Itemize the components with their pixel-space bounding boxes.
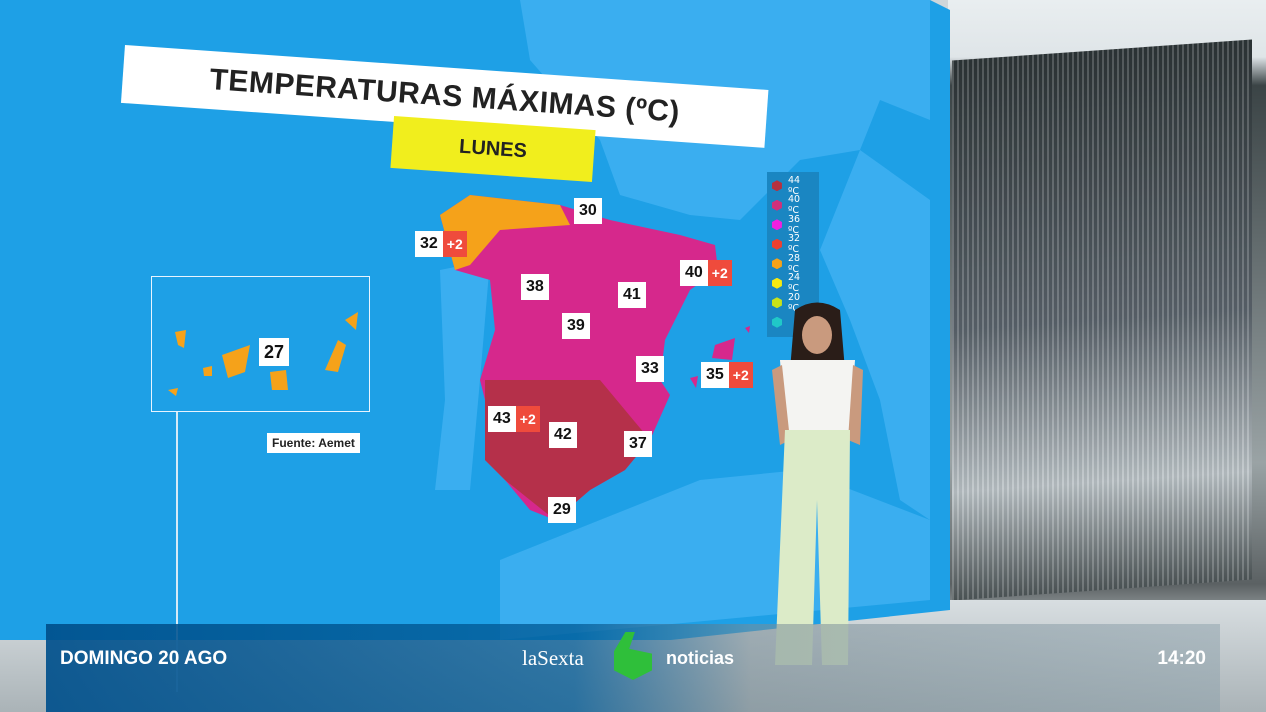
temp-label: 43 +2	[488, 406, 540, 432]
temp-delta: +2	[442, 231, 467, 257]
news-ticker-bar: DOMINGO 20 AGO laSexta noticias 14:20	[46, 624, 1220, 712]
fountain-video-wall	[952, 39, 1252, 601]
temp-label: 41	[618, 282, 646, 308]
source-label: Fuente: Aemet	[267, 433, 360, 453]
temp-label: 27	[259, 338, 290, 366]
hexagon-icon	[772, 199, 782, 211]
lasexta-six-logo-icon	[614, 632, 652, 680]
clock-time: 14:20	[1157, 648, 1206, 669]
legend-item: 20 ºC	[772, 292, 814, 314]
legend-item: 44 ºC	[772, 175, 814, 197]
legend-item: 28 ºC	[772, 253, 814, 275]
balearic-islands	[690, 326, 750, 388]
hexagon-icon	[772, 219, 782, 231]
temp-label: 35 +2	[701, 362, 753, 388]
temp-label: 30	[574, 198, 602, 224]
hexagon-icon	[772, 180, 782, 192]
temp-delta: +2	[728, 362, 753, 388]
legend-item	[772, 313, 814, 333]
temp-label: 33	[636, 356, 664, 382]
temp-delta: +2	[707, 260, 732, 286]
temp-label: 38	[521, 274, 549, 300]
temp-delta: +2	[515, 406, 540, 432]
temp-label: 40 +2	[680, 260, 732, 286]
hexagon-icon	[772, 297, 782, 309]
temp-label: 29	[548, 497, 576, 523]
hexagon-icon	[772, 316, 782, 328]
inset-divider	[176, 412, 178, 692]
legend-item: 24 ºC	[772, 272, 814, 294]
portugal-land	[435, 260, 490, 490]
presenter	[772, 302, 863, 665]
hexagon-icon	[772, 277, 782, 289]
hexagon-icon	[772, 238, 782, 250]
legend-item: 32 ºC	[772, 233, 814, 255]
temp-label: 32 +2	[415, 231, 467, 257]
date-label: DOMINGO 20 AGO	[60, 648, 228, 669]
channel-logo-text: laSexta	[522, 646, 584, 670]
temp-label: 42	[549, 422, 577, 448]
legend-item: 40 ºC	[772, 194, 814, 216]
program-name: noticias	[666, 648, 735, 668]
temp-label: 39	[562, 313, 590, 339]
legend-item: 36 ºC	[772, 214, 814, 236]
italy-land	[820, 150, 930, 520]
temp-label: 37	[624, 431, 652, 457]
hexagon-icon	[772, 258, 782, 270]
canary-islands-inset	[151, 276, 370, 412]
spain-north-coast-warm	[440, 195, 570, 270]
